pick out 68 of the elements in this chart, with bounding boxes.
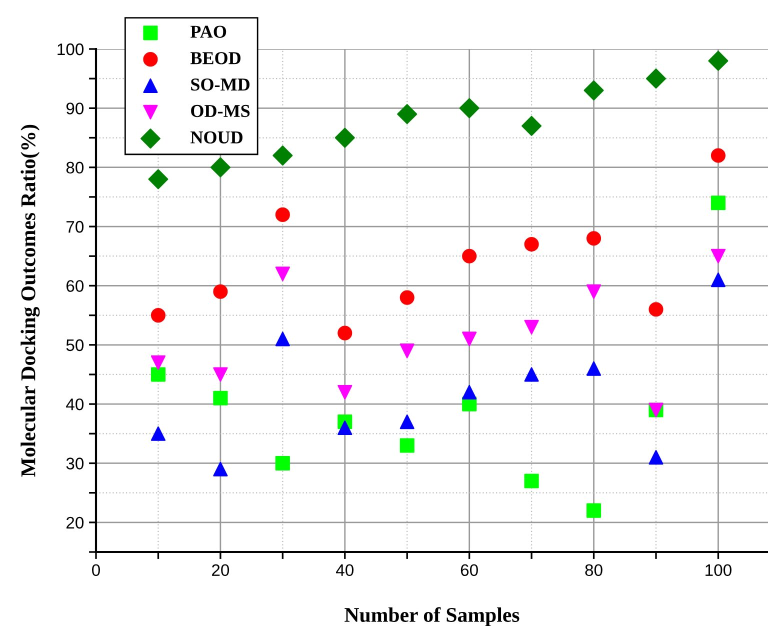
point <box>710 248 726 264</box>
point <box>213 284 228 299</box>
legend-label: BEOD <box>190 52 240 64</box>
point <box>148 169 168 190</box>
legend-label: PAO <box>190 26 226 38</box>
y-tick-label: 50 <box>66 339 84 352</box>
point <box>524 474 539 488</box>
point <box>524 237 539 252</box>
point <box>586 503 602 518</box>
point <box>338 384 352 400</box>
point <box>462 384 477 400</box>
point <box>524 320 539 334</box>
x-tick-label: 100 <box>706 564 732 576</box>
point <box>584 80 604 100</box>
point <box>646 68 666 89</box>
x-tick-label: 60 <box>460 564 478 576</box>
point <box>400 438 414 453</box>
point <box>334 128 355 148</box>
x-tick-label: 0 <box>92 564 100 576</box>
y-tick-label: 80 <box>66 162 84 174</box>
y-tick-label: 100 <box>58 43 84 56</box>
point <box>400 290 414 305</box>
y-tick-label: 90 <box>66 102 84 114</box>
point <box>397 104 418 124</box>
point <box>586 284 602 299</box>
point <box>272 146 293 166</box>
x-axis-title: Number of Samples <box>344 607 520 626</box>
point <box>710 148 726 163</box>
legend-label: NOUD <box>190 131 242 144</box>
point <box>213 367 228 382</box>
point <box>275 332 290 346</box>
point <box>150 426 166 441</box>
legend-label: SO-MD <box>191 78 250 91</box>
point <box>462 248 477 264</box>
point <box>150 367 166 382</box>
y-tick-label: 30 <box>66 458 84 470</box>
point <box>150 355 166 370</box>
x-tick-label: 20 <box>212 564 230 576</box>
point <box>708 50 728 71</box>
point <box>524 367 539 382</box>
point <box>400 344 414 358</box>
y-axis-title: Molecular Docking Outcomes Ratio(%) <box>20 124 40 477</box>
point <box>710 272 726 288</box>
point <box>213 462 228 476</box>
y-tick-label: 70 <box>66 220 84 233</box>
point <box>648 450 664 465</box>
point <box>210 157 230 178</box>
y-tick-label: 40 <box>66 398 84 410</box>
point <box>522 116 542 136</box>
point <box>338 420 352 436</box>
point <box>586 231 602 246</box>
point <box>150 308 166 323</box>
x-tick-label: 80 <box>585 564 602 576</box>
point <box>213 390 228 406</box>
point <box>459 98 480 118</box>
point <box>338 326 352 340</box>
point <box>275 456 290 471</box>
legend-label: OD-MS <box>191 104 250 118</box>
point <box>275 266 290 282</box>
point <box>275 207 290 222</box>
x-tick-label: 40 <box>336 564 354 576</box>
point <box>648 302 664 317</box>
point <box>400 414 414 430</box>
y-tick-label: 60 <box>66 280 84 292</box>
point <box>586 361 602 376</box>
y-tick-label: 20 <box>66 516 84 529</box>
point <box>462 332 477 346</box>
point <box>710 196 726 210</box>
